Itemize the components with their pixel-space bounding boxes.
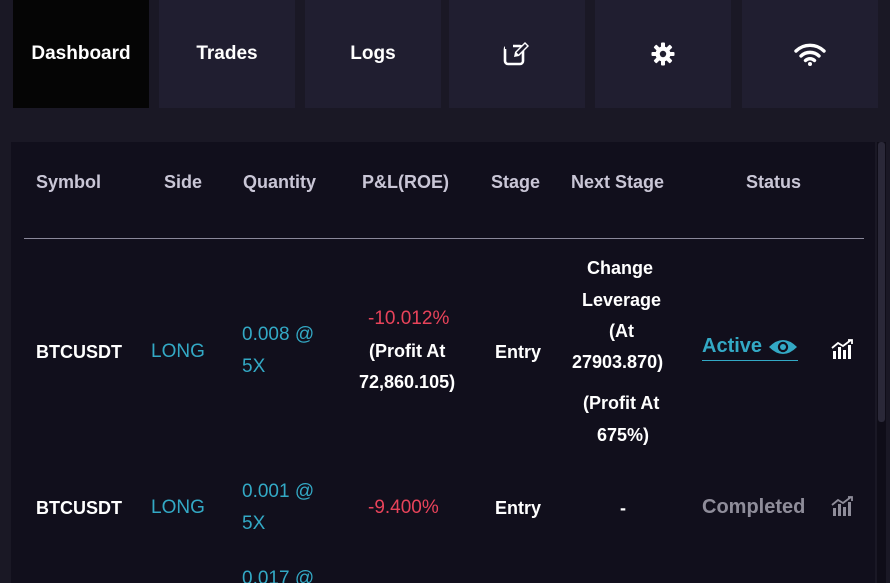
row1-stage: Entry — [495, 342, 542, 362]
header-symbol: Symbol — [36, 172, 102, 192]
header-status: Status — [746, 172, 802, 192]
tab-trades-label: Trades — [196, 43, 258, 64]
row2-quantity-line1: 0.001 @ — [242, 481, 315, 502]
row2-chart-icon[interactable] — [831, 496, 853, 518]
row1-status-label: Active — [702, 335, 763, 357]
row1-pnl-profit-line2: 72,860.105) — [359, 372, 456, 392]
gear-icon — [651, 42, 675, 66]
row1-quantity-line1: 0.008 @ — [242, 324, 315, 345]
row2-stage: Entry — [495, 498, 542, 518]
top-nav: Dashboard Trades Logs — [0, 0, 890, 110]
tab-connection[interactable] — [742, 0, 878, 108]
row1-chart-icon[interactable] — [831, 339, 853, 361]
tab-dashboard[interactable]: Dashboard — [13, 0, 149, 108]
row1-symbol: BTCUSDT — [36, 342, 122, 362]
scrollbar[interactable] — [877, 142, 886, 583]
row2-next-stage: - — [620, 498, 626, 518]
row2-symbol: BTCUSDT — [36, 498, 122, 518]
header-pnl: P&L(ROE) — [362, 172, 449, 192]
row2-pnl: -9.400% — [368, 497, 439, 518]
eye-icon — [769, 339, 798, 354]
row1-status-link[interactable]: Active — [702, 335, 799, 361]
trades-table-panel — [11, 142, 875, 583]
row1-next-stage-line5: (Profit At — [583, 393, 660, 413]
tab-edit[interactable] — [449, 0, 585, 108]
header-side: Side — [164, 172, 203, 192]
row2-side: LONG — [151, 497, 205, 518]
header-stage: Stage — [491, 172, 541, 192]
header-next-stage: Next Stage — [571, 172, 665, 192]
wifi-icon — [794, 43, 826, 66]
row1-next-stage-line3: (At — [609, 321, 634, 341]
header-divider — [24, 238, 864, 239]
edit-icon — [503, 42, 529, 66]
header-quantity: Quantity — [243, 172, 317, 192]
row2-quantity-line2: 5X — [242, 513, 266, 534]
tab-dashboard-label: Dashboard — [31, 43, 131, 64]
tab-settings[interactable] — [595, 0, 731, 108]
row3-quantity-line1: 0.017 @ — [242, 568, 315, 583]
tab-logs[interactable]: Logs — [305, 0, 441, 108]
scrollbar-thumb[interactable] — [878, 142, 885, 422]
tab-logs-label: Logs — [350, 43, 396, 64]
row1-next-stage-line1: Change — [587, 258, 654, 278]
row1-quantity-line2: 5X — [242, 356, 266, 377]
row1-side: LONG — [151, 341, 205, 362]
tab-trades[interactable]: Trades — [159, 0, 295, 108]
row1-pnl: -10.012% — [368, 308, 450, 329]
row1-pnl-profit-line1: (Profit At — [369, 341, 446, 361]
row1-next-stage-line2: Leverage — [582, 290, 662, 310]
row1-next-stage-line4: 27903.870) — [572, 352, 664, 372]
row1-next-stage-line6: 675%) — [597, 425, 650, 445]
row2-status: Completed — [702, 496, 806, 518]
